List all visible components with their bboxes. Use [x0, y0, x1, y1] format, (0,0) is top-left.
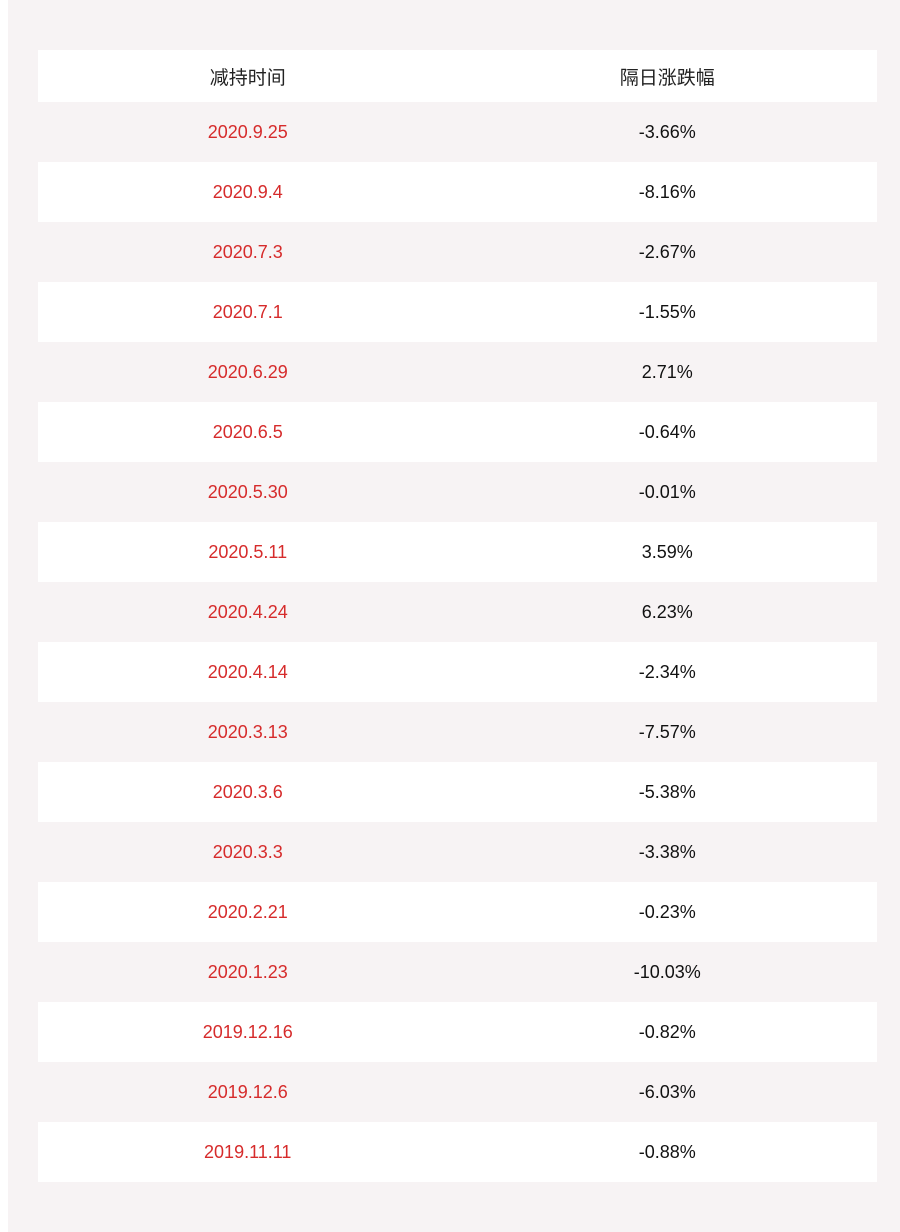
reduction-date-cell: 2020.4.14 [207, 661, 288, 682]
table-body: 2020.9.25 -3.66% 2020.9.4 -8.16% 2020.7.3 -2.… [38, 102, 877, 1182]
next-day-change-cell: 2.71% [641, 361, 693, 382]
reduction-date-cell: 2019.12.16 [202, 1021, 293, 1042]
next-day-change-cell: -2.67% [638, 241, 696, 262]
next-day-change-cell: -8.16% [638, 181, 696, 202]
next-day-change-cell: -1.55% [638, 301, 696, 322]
table-row: 2020.5.30 -0.01% [38, 462, 877, 522]
next-day-change-cell: -10.03% [633, 961, 701, 982]
reduction-date-cell: 2020.3.3 [212, 841, 283, 862]
reduction-date-cell: 2020.1.23 [207, 961, 288, 982]
reduction-date-cell: 2020.7.1 [212, 301, 283, 322]
reduction-date-cell: 2020.7.3 [212, 241, 283, 262]
table-header-row: 减持时间 隔日涨跌幅 [38, 50, 877, 102]
table-row: 2020.2.21 -0.23% [38, 882, 877, 942]
page-frame: 减持时间 隔日涨跌幅 2020.9.25 -3.66% 2020.9.4 -8.16%… [8, 0, 900, 1232]
table-row: 2020.7.1 -1.55% [38, 282, 877, 342]
table-row: 2020.6.5 -0.64% [38, 402, 877, 462]
reduction-date-cell: 2019.12.6 [207, 1081, 288, 1102]
reduction-table: 减持时间 隔日涨跌幅 2020.9.25 -3.66% 2020.9.4 -8.16%… [38, 50, 877, 1182]
next-day-change-cell: -3.66% [638, 121, 696, 142]
table-row: 2020.1.23 -10.03% [38, 942, 877, 1002]
table-row: 2019.12.16 -0.82% [38, 1002, 877, 1062]
header-next-day-change: 隔日涨跌幅 [619, 66, 715, 89]
reduction-date-cell: 2020.6.29 [207, 361, 288, 382]
table-row: 2020.4.24 6.23% [38, 582, 877, 642]
table-row: 2020.5.11 3.59% [38, 522, 877, 582]
table-row: 2020.3.13 -7.57% [38, 702, 877, 762]
reduction-date-cell: 2020.3.13 [207, 721, 288, 742]
table-row: 2019.12.6 -6.03% [38, 1062, 877, 1122]
next-day-change-cell: -0.82% [638, 1021, 696, 1042]
next-day-change-cell: -0.23% [638, 901, 696, 922]
header-reduction-date: 减持时间 [209, 66, 286, 89]
table-row: 2019.11.11 -0.88% [38, 1122, 877, 1182]
reduction-date-cell: 2020.5.30 [207, 481, 288, 502]
table-row: 2020.6.29 2.71% [38, 342, 877, 402]
next-day-change-cell: -0.01% [638, 481, 696, 502]
table-row: 2020.4.14 -2.34% [38, 642, 877, 702]
reduction-date-cell: 2020.2.21 [207, 901, 288, 922]
next-day-change-cell: -6.03% [638, 1081, 696, 1102]
table-row: 2020.3.6 -5.38% [38, 762, 877, 822]
next-day-change-cell: -3.38% [638, 841, 696, 862]
table-row: 2020.9.4 -8.16% [38, 162, 877, 222]
reduction-date-cell: 2020.6.5 [212, 421, 283, 442]
next-day-change-cell: 6.23% [641, 601, 693, 622]
next-day-change-cell: -7.57% [638, 721, 696, 742]
next-day-change-cell: -5.38% [638, 781, 696, 802]
reduction-date-cell: 2020.9.4 [212, 181, 283, 202]
table-row: 2020.9.25 -3.66% [38, 102, 877, 162]
next-day-change-cell: -0.64% [638, 421, 696, 442]
next-day-change-cell: -0.88% [638, 1141, 696, 1162]
next-day-change-cell: 3.59% [641, 541, 693, 562]
reduction-date-cell: 2020.4.24 [207, 601, 288, 622]
table-row: 2020.7.3 -2.67% [38, 222, 877, 282]
next-day-change-cell: -2.34% [638, 661, 696, 682]
reduction-date-cell: 2020.5.11 [208, 541, 288, 562]
reduction-date-cell: 2019.11.11 [204, 1141, 292, 1162]
reduction-date-cell: 2020.9.25 [207, 121, 288, 142]
reduction-date-cell: 2020.3.6 [212, 781, 283, 802]
table-row: 2020.3.3 -3.38% [38, 822, 877, 882]
